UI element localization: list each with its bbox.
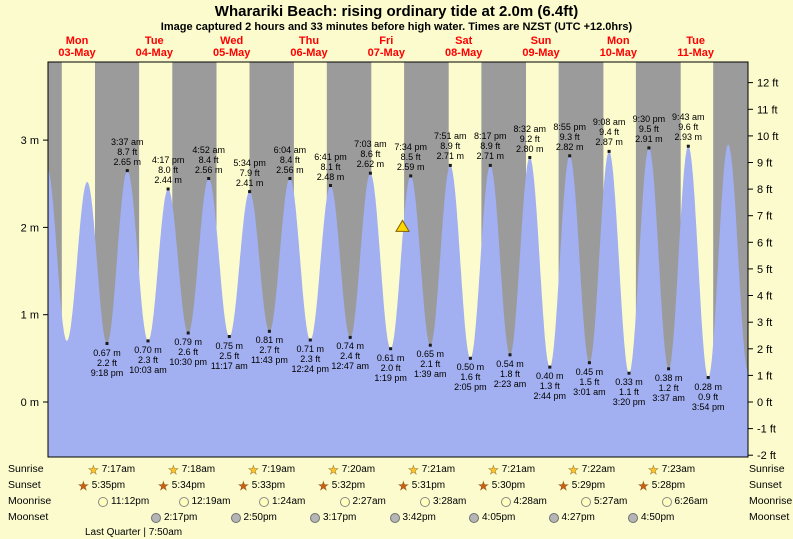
ft-axis-label: 12 ft xyxy=(757,78,778,90)
tide-extreme-dot xyxy=(568,154,572,158)
ft-axis-label: 6 ft xyxy=(757,237,772,249)
tide-extreme-dot xyxy=(389,347,393,351)
ft-axis-label: 0 ft xyxy=(757,397,772,409)
tide-extreme-dot xyxy=(105,342,109,345)
tide-extreme-dot xyxy=(448,163,452,167)
tide-extreme-dot xyxy=(548,365,552,369)
tide-extreme-dot xyxy=(267,329,271,333)
tide-extreme-dot xyxy=(348,335,352,339)
ft-axis-label: 4 ft xyxy=(757,291,772,303)
tide-extreme-dot xyxy=(409,174,413,178)
tide-extreme-dot xyxy=(488,163,492,167)
m-axis-label: 3 m xyxy=(21,135,39,147)
m-axis-label: 0 m xyxy=(21,397,39,409)
page-title: Wharariki Beach: rising ordinary tide at… xyxy=(214,3,579,20)
ft-axis-label: 11 ft xyxy=(757,104,778,116)
ft-axis-label: -2 ft xyxy=(757,450,776,462)
tide-extreme-dot xyxy=(308,338,312,342)
ft-axis-label: 7 ft xyxy=(757,211,772,223)
ft-axis-label: 3 ft xyxy=(757,317,772,329)
ft-axis-label: 2 ft xyxy=(757,344,772,356)
ft-axis-label: 9 ft xyxy=(757,158,772,170)
tide-extreme-dot xyxy=(647,146,651,150)
m-axis-label: 1 m xyxy=(21,310,39,322)
tide-extreme-dot xyxy=(587,361,591,365)
m-axis-label: 2 m xyxy=(21,222,39,234)
ft-axis-label: -1 ft xyxy=(757,424,776,436)
tide-extreme-dot xyxy=(207,177,211,180)
moon-phase-label: Last Quarter | 7:50am xyxy=(85,527,183,538)
tide-extreme-dot xyxy=(146,339,150,343)
ft-axis-label: 1 ft xyxy=(757,370,772,382)
tide-extreme-dot xyxy=(227,335,231,338)
tide-extreme-dot xyxy=(528,156,532,159)
tide-extreme-dot xyxy=(627,371,631,375)
ft-axis-label: 8 ft xyxy=(757,184,772,196)
tide-extreme-dot xyxy=(288,177,292,180)
ft-axis-label: 5 ft xyxy=(757,264,772,276)
chart-frame xyxy=(47,61,749,458)
tide-extreme-dot xyxy=(508,353,512,357)
tide-extreme-dot xyxy=(468,356,472,360)
tide-water-area xyxy=(48,144,748,457)
tide-extreme-dot xyxy=(186,331,190,335)
tide-extreme-dot xyxy=(667,367,671,371)
current-tide-marker-icon xyxy=(395,219,410,232)
tide-extreme-dot xyxy=(166,187,170,191)
tide-extreme-dot xyxy=(248,190,252,194)
tide-extreme-dot xyxy=(607,149,611,153)
tide-extreme-dot xyxy=(428,343,432,347)
tide-extreme-dot xyxy=(706,376,710,379)
ft-axis-label: 10 ft xyxy=(757,131,778,143)
tide-extreme-dot xyxy=(368,171,372,175)
tide-extreme-dot xyxy=(329,184,332,187)
tide-extreme-dot xyxy=(686,144,690,148)
tide-extreme-dot xyxy=(125,169,129,173)
page-subtitle: Image captured 2 hours and 33 minutes be… xyxy=(160,21,633,33)
